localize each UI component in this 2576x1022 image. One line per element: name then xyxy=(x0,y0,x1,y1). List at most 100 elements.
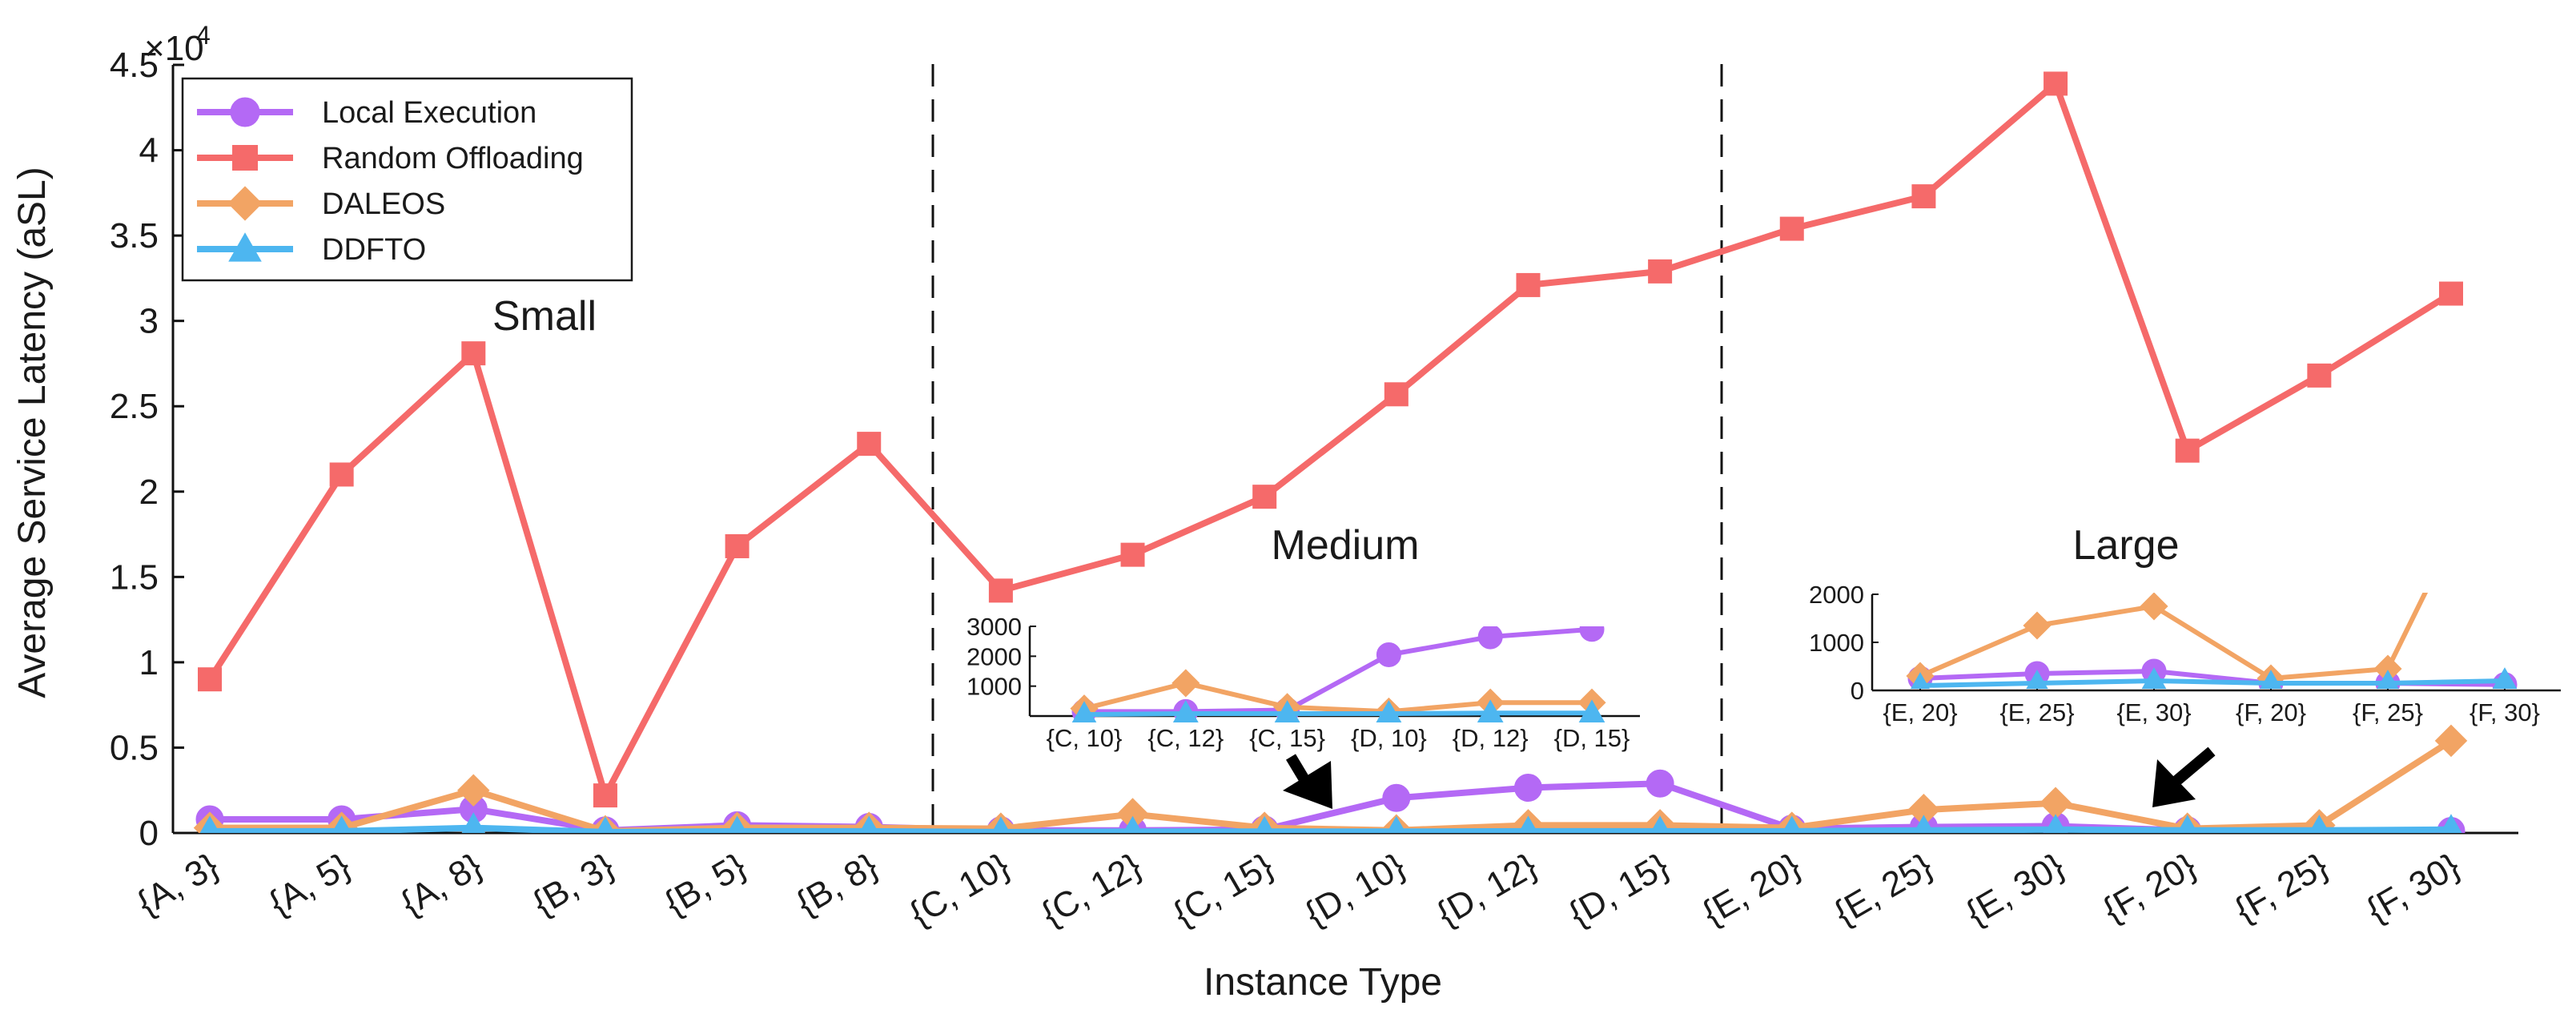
inset-point-local-execution xyxy=(1376,642,1401,667)
inset-point-daleos xyxy=(2140,593,2168,621)
point-random-offloading xyxy=(2439,281,2463,306)
legend-label-random-offloading: Random Offloading xyxy=(322,142,584,175)
inset-x-tick-label: {C, 10} xyxy=(1047,724,1123,752)
inset-point-ddfto xyxy=(2026,670,2048,689)
point-random-offloading xyxy=(1779,216,1804,241)
point-random-offloading xyxy=(2307,363,2332,388)
point-random-offloading xyxy=(857,432,882,457)
x-tick-label: {C, 15} xyxy=(1167,846,1280,934)
x-tick-label: {C, 10} xyxy=(903,846,1016,934)
y-tick-label: 1.5 xyxy=(110,557,159,597)
inset-y-tick-label: 1000 xyxy=(1809,629,1864,657)
legend-label-daleos: DALEOS xyxy=(322,187,445,221)
y-tick-label: 3.5 xyxy=(110,216,159,256)
point-random-offloading xyxy=(1516,272,1541,297)
inset-point-local-execution xyxy=(1579,626,1605,642)
y-tick-label: 4.5 xyxy=(110,46,159,85)
point-random-offloading xyxy=(2044,71,2068,96)
point-ddfto xyxy=(1123,815,1143,833)
inset-point-ddfto xyxy=(1578,699,1605,722)
inset-x-tick-label: {D, 12} xyxy=(1453,724,1529,752)
x-tick-label: {E, 30} xyxy=(1959,846,2071,933)
x-tick-label: {C, 12} xyxy=(1035,846,1147,934)
inset-y-tick-label: 1000 xyxy=(967,673,1022,701)
point-local-execution xyxy=(1646,769,1674,798)
inset-x-tick-label: {C, 12} xyxy=(1147,724,1224,752)
inset-y-tick-label: 2000 xyxy=(1809,581,1864,609)
y-axis-exponent-power: 4 xyxy=(196,21,211,50)
y-axis-exponent: ×10 4 xyxy=(144,21,211,68)
legend: Local Execution Random Offloading DALEOS DD… xyxy=(181,77,633,282)
point-ddfto xyxy=(1518,815,1538,833)
point-random-offloading xyxy=(988,578,1013,603)
x-tick-label: {B, 8} xyxy=(790,846,884,923)
inset-y-tick-label: 0 xyxy=(1851,677,1864,705)
point-ddfto xyxy=(2176,815,2198,833)
large-inset-arrow xyxy=(2152,746,2216,807)
inset-x-tick-label: {D, 15} xyxy=(1554,724,1630,752)
y-tick-label: 1 xyxy=(139,643,159,682)
y-tick-label: 2.5 xyxy=(110,387,159,426)
region-label-large: Large xyxy=(2073,522,2180,569)
inset-point-daleos xyxy=(2373,654,2402,683)
x-tick-label: {E, 20} xyxy=(1696,846,1807,933)
legend-marker-ddfto xyxy=(228,232,262,262)
legend-marker-local-execution xyxy=(230,97,260,127)
inset-x-tick-label: {F, 20} xyxy=(2236,698,2306,726)
inset-x-tick-label: {F, 30} xyxy=(2470,698,2540,726)
inset-point-ddfto xyxy=(2492,667,2518,689)
point-daleos xyxy=(457,774,490,807)
point-ddfto xyxy=(727,815,747,833)
legend-marker-daleos xyxy=(227,186,263,221)
x-axis-title: Instance Type xyxy=(1204,961,1442,1004)
point-random-offloading xyxy=(725,533,749,558)
inset-point-ddfto xyxy=(1376,700,1402,722)
inset-x-tick-label: {D, 10} xyxy=(1351,724,1427,752)
y-tick-label: 0 xyxy=(139,814,159,853)
inset-x-tick-label: {F, 25} xyxy=(2353,698,2423,726)
inset-series-layer xyxy=(1070,626,1606,722)
y-axis-exponent-base: ×10 xyxy=(144,29,204,68)
region-label-medium: Medium xyxy=(1272,522,1420,569)
point-ddfto xyxy=(1386,815,1406,833)
inset-point-ddfto xyxy=(2141,667,2167,689)
large-inset: 0 1000 2000 {E, 20} {E, 25} {E, 30} {F, 20} {F,… xyxy=(1809,581,2561,726)
point-random-offloading xyxy=(1648,259,1673,284)
point-ddfto xyxy=(858,815,879,833)
point-ddfto xyxy=(1255,815,1275,833)
x-tick-label: {D, 15} xyxy=(1562,846,1675,934)
x-tick-label: {A, 5} xyxy=(263,846,357,923)
inset-line-ddfto xyxy=(1919,678,2506,688)
point-random-offloading xyxy=(461,341,486,366)
inset-y-tick-label: 2000 xyxy=(967,642,1022,670)
point-random-offloading xyxy=(593,783,617,808)
inset-point-ddfto xyxy=(1477,699,1504,722)
x-tick-label: {D, 10} xyxy=(1299,846,1412,934)
point-random-offloading xyxy=(1384,382,1409,407)
x-tick-label: {E, 25} xyxy=(1827,846,1939,933)
point-daleos xyxy=(2434,724,2468,758)
inset-x-tick-label: {E, 25} xyxy=(1999,698,2074,726)
x-tick-label: {F, 30} xyxy=(2360,846,2466,930)
point-random-offloading xyxy=(1911,184,1936,209)
inset-point-ddfto xyxy=(1172,700,1199,722)
point-random-offloading xyxy=(329,462,354,487)
inset-y-tick-label: 3000 xyxy=(967,613,1022,641)
point-random-offloading xyxy=(1252,485,1277,509)
inset-point-daleos xyxy=(2023,611,2052,640)
y-tick-label: 4 xyxy=(139,131,159,171)
x-tick-label: {F, 20} xyxy=(2096,846,2203,930)
main-series-layer xyxy=(193,71,2468,833)
point-ddfto xyxy=(2440,814,2462,833)
point-local-execution xyxy=(1382,783,1411,812)
inset-point-ddfto xyxy=(1274,700,1300,722)
y-axis-title: Average Service Latency (aSL) xyxy=(11,167,54,698)
medium-inset-arrow xyxy=(1283,754,1332,809)
point-ddfto xyxy=(199,815,220,833)
point-daleos xyxy=(2039,787,2072,819)
inset-point-local-execution xyxy=(1477,626,1503,650)
x-tick-label: {D, 12} xyxy=(1430,846,1543,934)
point-random-offloading xyxy=(2175,438,2200,463)
point-ddfto xyxy=(1650,815,1670,833)
point-random-offloading xyxy=(1120,542,1145,567)
